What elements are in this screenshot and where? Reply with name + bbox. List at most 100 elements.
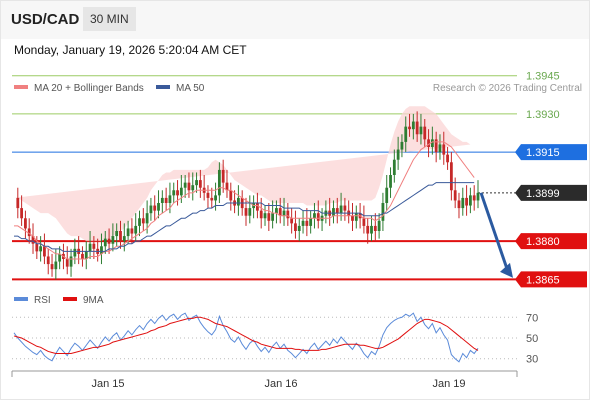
candle-body	[294, 223, 297, 231]
candle-body	[385, 187, 389, 203]
forecast-arrow-head	[500, 262, 513, 278]
bollinger-band-area	[14, 106, 471, 242]
candle-body	[415, 121, 419, 135]
candle-body	[236, 197, 240, 206]
candle-body	[381, 203, 385, 221]
candle-body	[81, 253, 84, 259]
candle-body	[309, 218, 313, 226]
candle-body	[100, 246, 103, 254]
candle-body	[54, 261, 58, 270]
candle-body	[153, 205, 157, 211]
candle-body	[16, 197, 20, 209]
candle-body	[472, 195, 476, 201]
candle-body	[282, 210, 286, 216]
candle-body	[430, 139, 434, 147]
candle-body	[461, 197, 465, 209]
candle-body	[335, 208, 339, 214]
legend-swatch-bollinger	[14, 85, 28, 89]
candle-body	[468, 195, 472, 206]
candle-body	[73, 248, 77, 257]
level-label-1-3945: 1.3945	[526, 71, 560, 83]
candle-body	[396, 149, 400, 160]
ma20-line	[14, 141, 475, 260]
candle-body	[65, 259, 69, 267]
rsi-tick-label-30: 30	[526, 354, 538, 366]
candle-body	[244, 208, 248, 216]
candle-body	[267, 213, 271, 221]
candle-body	[145, 213, 149, 224]
candle-body	[411, 121, 415, 130]
candle-body	[126, 228, 130, 237]
level-badge-1-3880	[515, 233, 587, 250]
level-label-1-3899: 1.3899	[526, 188, 560, 200]
candle-body	[214, 195, 217, 201]
candle-body	[423, 126, 427, 140]
candle-body	[69, 256, 73, 267]
candle-body	[301, 220, 305, 226]
legend-label-rsi: RSI	[34, 295, 51, 306]
candle-body	[27, 228, 31, 237]
candle-body	[168, 195, 172, 203]
candle-body	[442, 144, 446, 155]
candle-body	[20, 208, 24, 219]
candle-body	[366, 225, 370, 234]
level-label-1-3880: 1.3880	[526, 236, 560, 248]
timeframe-badge[interactable]: 30 MIN	[83, 7, 136, 31]
candle-body	[210, 197, 214, 201]
candle-body	[84, 251, 88, 259]
candle-body	[256, 203, 259, 211]
forecast-arrow-shaft	[479, 192, 509, 270]
candle-body	[111, 236, 115, 244]
legend-swatch-9ma	[63, 297, 77, 301]
candle-body	[377, 220, 381, 231]
rsi-9ma-line	[13, 316, 479, 355]
symbol-label: USD/CAD	[11, 11, 80, 28]
candle-body	[427, 139, 430, 147]
candle-body	[354, 213, 358, 221]
candle-body	[404, 126, 408, 142]
candle-body	[35, 243, 39, 252]
candle-body	[24, 218, 27, 229]
candle-body	[449, 162, 453, 191]
candle-body	[305, 220, 309, 226]
candle-body	[115, 231, 119, 237]
x-axis-label: Jan 16	[264, 378, 297, 390]
candle-body	[157, 203, 160, 211]
candle-body	[457, 200, 461, 209]
candle-body	[419, 126, 423, 135]
candle-body	[351, 215, 354, 221]
candle-body	[183, 182, 187, 188]
candle-body	[50, 264, 54, 270]
legend-label-ma50: MA 50	[176, 83, 205, 94]
ma50-line	[14, 182, 475, 252]
legend-label-bollinger: MA 20 + Bollinger Bands	[34, 83, 144, 94]
candle-body	[176, 190, 179, 196]
candle-body	[43, 246, 46, 257]
candle-body	[149, 205, 153, 214]
candle-body	[362, 218, 366, 226]
candle-body	[446, 154, 449, 163]
level-badge-1-3899	[515, 184, 587, 201]
candle-body	[389, 175, 392, 188]
candle-body	[195, 180, 198, 186]
x-axis-label: Jan 19	[432, 378, 465, 390]
candle-body	[465, 197, 468, 206]
candle-body	[400, 141, 404, 150]
candle-body	[179, 187, 183, 196]
candle-body	[343, 205, 347, 211]
candle-body	[198, 180, 202, 188]
candle-body	[290, 218, 294, 224]
candle-body	[438, 144, 442, 153]
candle-body	[297, 225, 301, 231]
level-label-1-3865: 1.3865	[526, 274, 560, 286]
candle-body	[370, 225, 373, 234]
candle-body	[373, 225, 377, 231]
candle-body	[164, 197, 168, 203]
x-axis-label: Jan 15	[91, 378, 124, 390]
candle-body	[138, 218, 141, 226]
candle-body	[134, 225, 138, 234]
header-bar: USD/CAD 30 MIN	[1, 1, 589, 39]
candle-body	[160, 197, 164, 203]
candle-body	[221, 169, 225, 183]
legend-swatch-ma50	[156, 85, 170, 89]
